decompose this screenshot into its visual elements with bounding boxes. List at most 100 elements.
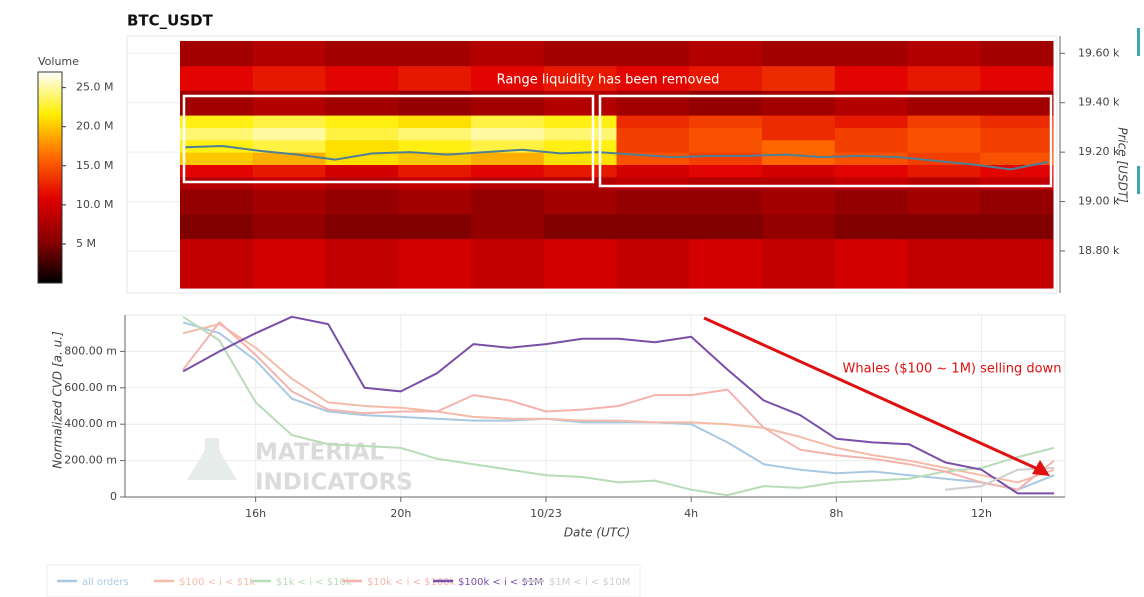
heat-cell: [471, 115, 545, 128]
watermark-text: INDICATORS: [255, 470, 413, 496]
heat-cell: [834, 189, 908, 215]
legend-label: $10k < i < $100k: [367, 577, 456, 588]
y-tick-label: 800.00 m: [64, 344, 117, 357]
x-tick-label: 12h: [971, 507, 992, 520]
heat-cell: [180, 65, 254, 91]
heat-cell: [398, 176, 472, 190]
heat-cell: [762, 127, 836, 141]
heat-cell: [325, 127, 399, 141]
heat-cell: [398, 65, 472, 91]
heat-cell: [252, 238, 326, 289]
heat-cell: [616, 90, 690, 116]
colorbar-tick-label: 25.0 M: [76, 81, 113, 94]
heat-cell: [180, 189, 254, 215]
heat-cell: [543, 238, 617, 289]
heat-cell: [689, 152, 763, 165]
legend-label: $100k < i < $1M: [458, 577, 543, 588]
heat-cell: [762, 65, 836, 91]
heat-cell: [834, 238, 908, 289]
y-tick-label: 19.40 k: [1078, 96, 1120, 109]
heat-cell: [980, 90, 1054, 116]
y-tick-label: 18.80 k: [1078, 244, 1120, 257]
y-tick-label: 400.00 m: [64, 417, 117, 430]
heat-cell: [325, 115, 399, 128]
y-tick-label: 0: [110, 490, 117, 503]
chart-title: BTC_USDT: [127, 12, 214, 30]
heat-cell: [980, 189, 1054, 215]
heat-cell: [325, 238, 399, 289]
heat-cell: [398, 40, 472, 67]
heat-cell: [325, 176, 399, 190]
heat-cell: [616, 40, 690, 67]
heat-cell: [543, 115, 617, 128]
heat-cell: [398, 115, 472, 128]
y-axis-label: Price [USDT]: [1116, 127, 1130, 203]
heat-cell: [543, 189, 617, 215]
heat-cell: [689, 139, 763, 153]
heat-cell: [543, 139, 617, 153]
heat-cell: [325, 164, 399, 178]
heat-cell: [616, 139, 690, 153]
heat-cell: [543, 164, 617, 178]
heat-cell: [325, 213, 399, 240]
heat-cell: [762, 176, 836, 190]
heat-cell: [180, 40, 254, 67]
heat-cell: [689, 238, 763, 289]
heat-cell: [907, 65, 981, 91]
heat-cell: [325, 65, 399, 91]
heat-cell: [325, 139, 399, 153]
heat-cell: [834, 90, 908, 116]
arrow: [703, 316, 1041, 472]
heat-cell: [180, 176, 254, 190]
heat-cell: [543, 127, 617, 141]
heat-cell: [471, 65, 545, 91]
heat-cell: [543, 65, 617, 91]
heat-cell: [762, 90, 836, 116]
heat-cell: [398, 90, 472, 116]
heat-cell: [398, 127, 472, 141]
colorbar: [37, 71, 63, 284]
heat-cell: [907, 152, 981, 165]
heat-cell: [980, 152, 1054, 165]
colorbar-label: Volume: [38, 55, 79, 68]
heat-cell: [471, 40, 545, 67]
y-tick-label: 200.00 m: [64, 454, 117, 467]
heat-cell: [398, 238, 472, 289]
watermark: MATERIAL INDICATORS: [187, 438, 413, 496]
heat-cell: [616, 238, 690, 289]
heat-cell: [762, 189, 836, 215]
legend-label: all orders: [82, 577, 129, 588]
heat-cell: [471, 213, 545, 240]
heat-cell: [980, 127, 1054, 141]
colorbar-tick-label: 20.0 M: [76, 120, 113, 133]
heat-cell: [325, 152, 399, 165]
colorbar-tick-label: 5 M: [76, 237, 96, 250]
heat-cell: [616, 127, 690, 141]
heat-cell: [398, 164, 472, 178]
watermark-text: MATERIAL: [255, 440, 384, 466]
heat-cell: [689, 213, 763, 240]
heat-cell: [471, 238, 545, 289]
heat-cell: [252, 139, 326, 153]
heat-cell: [180, 115, 254, 128]
lines: [125, 315, 1065, 498]
heat-cell: [180, 238, 254, 289]
heat-cell: [907, 164, 981, 178]
heat-cell: [180, 213, 254, 240]
heat-cell: [980, 176, 1054, 190]
heat-cell: [907, 40, 981, 67]
heat-cell: [252, 176, 326, 190]
heat-cell: [834, 213, 908, 240]
legend-label: $1k < i < $10k: [276, 577, 352, 588]
legend-label: $1M < i < $10M: [549, 577, 630, 588]
heat-cell: [689, 189, 763, 215]
heat-cell: [689, 176, 763, 190]
series-line: [182, 323, 1055, 484]
annotation: Range liquidity has been removed: [497, 73, 720, 88]
series-line: [182, 315, 1055, 495]
heat-cell: [616, 189, 690, 215]
heat-cell: [907, 139, 981, 153]
heat-cell: [252, 40, 326, 67]
heat-cell: [180, 90, 254, 116]
